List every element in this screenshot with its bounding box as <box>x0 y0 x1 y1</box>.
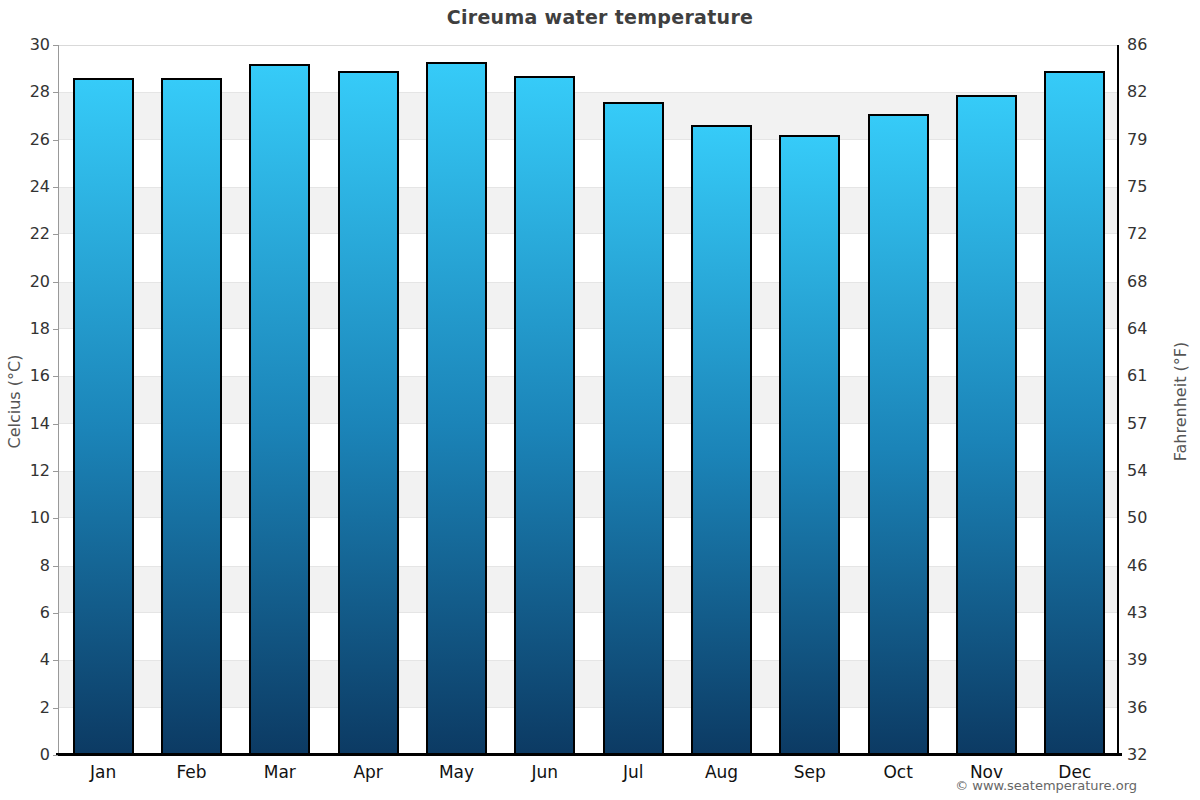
chart-title: Cireuma water temperature <box>0 6 1200 28</box>
celsius-tick-label: 24 <box>10 178 50 196</box>
celsius-tick-label: 2 <box>10 699 50 717</box>
celsius-tick-label: 8 <box>10 557 50 575</box>
celsius-tick-label: 0 <box>10 746 50 764</box>
celsius-tick-mark <box>53 708 58 709</box>
bar-oct[interactable] <box>868 114 929 755</box>
fahrenheit-tick-label: 39 <box>1127 651 1167 669</box>
month-label-aug: Aug <box>677 762 765 784</box>
fahrenheit-tick-label: 43 <box>1127 604 1167 622</box>
fahrenheit-tick-label: 82 <box>1127 83 1167 101</box>
month-label-may: May <box>412 762 500 784</box>
celsius-tick-mark <box>53 755 58 756</box>
celsius-tick-mark <box>53 45 58 46</box>
celsius-tick-mark <box>53 187 58 188</box>
month-label-feb: Feb <box>147 762 235 784</box>
month-label-jun: Jun <box>501 762 589 784</box>
footer-credit: © www.seatemperature.org <box>955 778 1137 793</box>
bar-dec[interactable] <box>1044 71 1105 755</box>
bar-mar[interactable] <box>249 64 310 755</box>
plot-top-gridline <box>59 45 1119 46</box>
bar-jul[interactable] <box>603 102 664 755</box>
celsius-tick-mark <box>53 613 58 614</box>
bar-may[interactable] <box>426 62 487 755</box>
celsius-tick-label: 6 <box>10 604 50 622</box>
celsius-tick-mark <box>53 518 58 519</box>
x-axis-baseline <box>56 753 1122 756</box>
month-label-mar: Mar <box>236 762 324 784</box>
fahrenheit-tick-label: 72 <box>1127 225 1167 243</box>
celsius-tick-label: 22 <box>10 225 50 243</box>
bar-jun[interactable] <box>514 76 575 755</box>
celsius-tick-label: 10 <box>10 509 50 527</box>
fahrenheit-tick-label: 68 <box>1127 273 1167 291</box>
bar-apr[interactable] <box>338 71 399 755</box>
fahrenheit-tick-label: 86 <box>1127 36 1167 54</box>
celsius-tick-label: 30 <box>10 36 50 54</box>
month-label-sep: Sep <box>766 762 854 784</box>
fahrenheit-tick-label: 75 <box>1127 178 1167 196</box>
celsius-tick-mark <box>53 282 58 283</box>
bar-nov[interactable] <box>956 95 1017 755</box>
chart-page: Cireuma water temperature 02468101214161… <box>0 0 1200 800</box>
celsius-tick-mark <box>53 234 58 235</box>
plot-area <box>59 45 1119 755</box>
y-axis-right-title: Fahrenheit (°F) <box>1171 332 1190 472</box>
bar-jan[interactable] <box>73 78 134 755</box>
fahrenheit-tick-label: 64 <box>1127 320 1167 338</box>
celsius-tick-mark <box>53 140 58 141</box>
bar-sep[interactable] <box>779 135 840 755</box>
fahrenheit-tick-label: 32 <box>1127 746 1167 764</box>
celsius-tick-label: 28 <box>10 83 50 101</box>
celsius-tick-label: 26 <box>10 131 50 149</box>
celsius-tick-mark <box>53 329 58 330</box>
month-label-jan: Jan <box>59 762 147 784</box>
fahrenheit-tick-label: 54 <box>1127 462 1167 480</box>
fahrenheit-tick-label: 36 <box>1127 699 1167 717</box>
celsius-tick-mark <box>53 660 58 661</box>
fahrenheit-tick-label: 57 <box>1127 415 1167 433</box>
y-axis-left-title: Celcius (°C) <box>5 332 24 472</box>
celsius-tick-label: 20 <box>10 273 50 291</box>
celsius-tick-mark <box>53 376 58 377</box>
celsius-tick-mark <box>53 471 58 472</box>
left-axis-line <box>58 45 59 755</box>
celsius-tick-mark <box>53 424 58 425</box>
fahrenheit-tick-label: 50 <box>1127 509 1167 527</box>
celsius-tick-mark <box>53 566 58 567</box>
right-axis-line <box>1117 45 1119 755</box>
fahrenheit-tick-label: 79 <box>1127 131 1167 149</box>
celsius-tick-label: 4 <box>10 651 50 669</box>
bar-feb[interactable] <box>161 78 222 755</box>
celsius-tick-mark <box>53 92 58 93</box>
fahrenheit-tick-label: 46 <box>1127 557 1167 575</box>
month-label-jul: Jul <box>589 762 677 784</box>
bar-aug[interactable] <box>691 125 752 755</box>
month-label-apr: Apr <box>324 762 412 784</box>
fahrenheit-tick-label: 61 <box>1127 367 1167 385</box>
month-label-oct: Oct <box>854 762 942 784</box>
